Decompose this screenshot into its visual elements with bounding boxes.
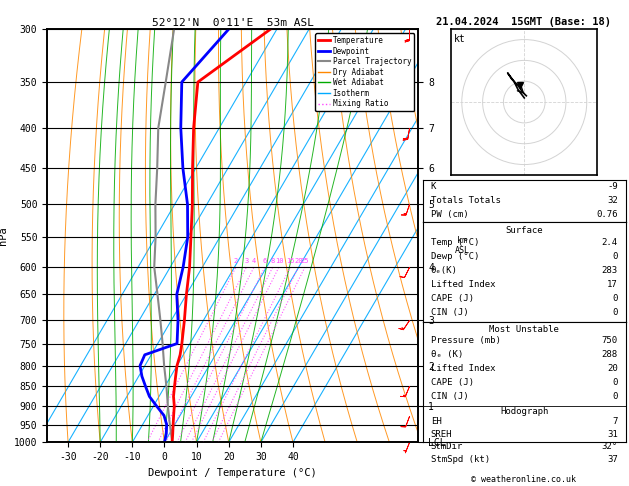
Text: 2: 2 xyxy=(234,258,238,264)
Text: 37: 37 xyxy=(607,455,618,464)
Text: 0: 0 xyxy=(613,308,618,316)
Text: 32°: 32° xyxy=(601,442,618,451)
Text: CAPE (J): CAPE (J) xyxy=(431,378,474,387)
Text: Surface: Surface xyxy=(506,226,543,235)
X-axis label: Dewpoint / Temperature (°C): Dewpoint / Temperature (°C) xyxy=(148,468,317,478)
Text: 20: 20 xyxy=(607,364,618,373)
Text: Lifted Index: Lifted Index xyxy=(431,364,495,373)
Text: 0: 0 xyxy=(613,378,618,387)
Text: © weatheronline.co.uk: © weatheronline.co.uk xyxy=(471,474,576,484)
Text: 750: 750 xyxy=(601,336,618,345)
Text: Most Unstable: Most Unstable xyxy=(489,325,559,334)
Text: Dewp (°C): Dewp (°C) xyxy=(431,252,479,260)
Text: 7: 7 xyxy=(613,417,618,426)
Text: 3: 3 xyxy=(244,258,248,264)
Text: -9: -9 xyxy=(607,182,618,191)
Text: Hodograph: Hodograph xyxy=(500,407,548,416)
Text: 283: 283 xyxy=(601,266,618,275)
Y-axis label: km
ASL: km ASL xyxy=(455,236,470,255)
Text: 31: 31 xyxy=(607,430,618,438)
Text: 17: 17 xyxy=(607,279,618,289)
Text: Pressure (mb): Pressure (mb) xyxy=(431,336,501,345)
Text: 6: 6 xyxy=(263,258,267,264)
Text: 21.04.2024  15GMT (Base: 18): 21.04.2024 15GMT (Base: 18) xyxy=(436,17,611,27)
Text: 32: 32 xyxy=(607,196,618,205)
Text: 0: 0 xyxy=(613,294,618,303)
Legend: Temperature, Dewpoint, Parcel Trajectory, Dry Adiabat, Wet Adiabat, Isotherm, Mi: Temperature, Dewpoint, Parcel Trajectory… xyxy=(315,33,415,111)
Text: 8: 8 xyxy=(270,258,275,264)
Y-axis label: hPa: hPa xyxy=(0,226,8,245)
Text: Totals Totals: Totals Totals xyxy=(431,196,501,205)
Text: EH: EH xyxy=(431,417,442,426)
Text: 0: 0 xyxy=(613,252,618,260)
Text: 2.4: 2.4 xyxy=(601,238,618,247)
Text: CIN (J): CIN (J) xyxy=(431,392,469,400)
Text: 20: 20 xyxy=(294,258,303,264)
Text: CAPE (J): CAPE (J) xyxy=(431,294,474,303)
Text: 15: 15 xyxy=(286,258,294,264)
Text: StmDir: StmDir xyxy=(431,442,463,451)
Text: StmSpd (kt): StmSpd (kt) xyxy=(431,455,490,464)
Text: 0.76: 0.76 xyxy=(596,210,618,219)
Text: Mixing Ratio (g/kg): Mixing Ratio (g/kg) xyxy=(619,192,628,279)
Text: kt: kt xyxy=(454,34,466,44)
Text: θₑ(K): θₑ(K) xyxy=(431,266,458,275)
Text: SREH: SREH xyxy=(431,430,452,438)
Title: 52°12'N  0°11'E  53m ASL: 52°12'N 0°11'E 53m ASL xyxy=(152,18,314,28)
Text: 0: 0 xyxy=(613,392,618,400)
Text: 288: 288 xyxy=(601,350,618,359)
Text: 10: 10 xyxy=(275,258,283,264)
Text: CIN (J): CIN (J) xyxy=(431,308,469,316)
Text: 4: 4 xyxy=(252,258,256,264)
Text: PW (cm): PW (cm) xyxy=(431,210,469,219)
Text: 25: 25 xyxy=(301,258,309,264)
Text: Temp (°C): Temp (°C) xyxy=(431,238,479,247)
Text: θₑ (K): θₑ (K) xyxy=(431,350,463,359)
Text: Lifted Index: Lifted Index xyxy=(431,279,495,289)
Text: K: K xyxy=(431,182,436,191)
